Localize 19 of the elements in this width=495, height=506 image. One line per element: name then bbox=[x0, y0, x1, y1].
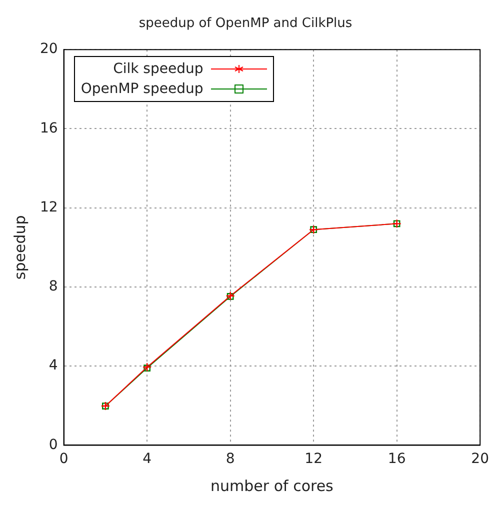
x-tick-label: 8 bbox=[226, 451, 235, 468]
legend-label: OpenMP speedup bbox=[80, 80, 204, 97]
x-tick-label: 4 bbox=[142, 451, 152, 468]
y-tick-label: 8 bbox=[48, 278, 58, 295]
y-tick-label: 4 bbox=[48, 358, 58, 374]
x-tick-label: 16 bbox=[388, 451, 406, 468]
y-tick-label: 20 bbox=[40, 41, 58, 58]
y-tick-label: 0 bbox=[48, 436, 58, 453]
x-tick-label: 0 bbox=[59, 451, 68, 468]
point bbox=[144, 364, 150, 372]
y-axis-title: speedup bbox=[10, 215, 29, 280]
y-tick-label: 16 bbox=[40, 120, 58, 136]
point bbox=[142, 362, 152, 372]
x-tick-label: 12 bbox=[304, 451, 322, 468]
x-tick-label: 20 bbox=[471, 451, 490, 468]
y-tick-label: 12 bbox=[40, 199, 58, 216]
legend-label: Cilk speedup bbox=[113, 60, 204, 77]
x-axis-title: number of cores bbox=[210, 476, 334, 495]
chart-title: speedup of OpenMP and CilkPlus bbox=[138, 16, 352, 32]
